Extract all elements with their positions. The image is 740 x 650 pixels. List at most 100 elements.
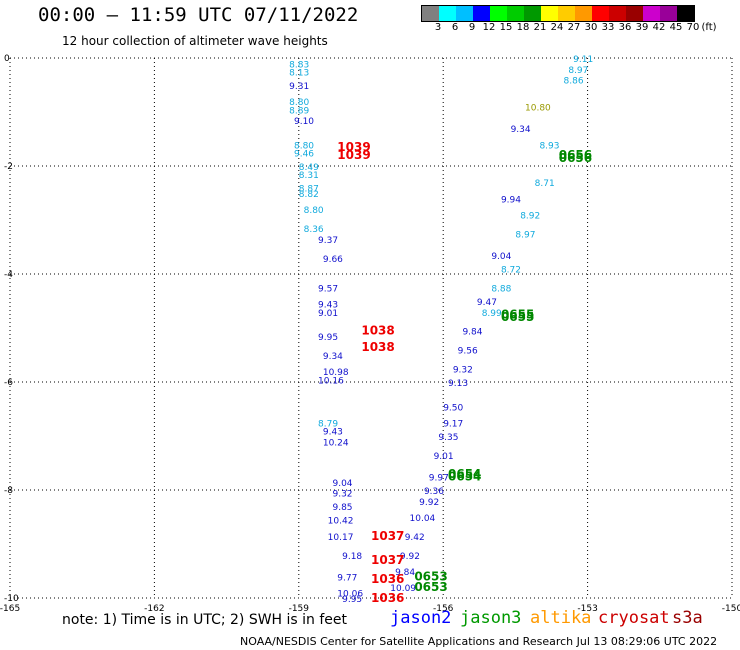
jason2-point: 9.50 (443, 403, 463, 413)
color-scale-tick: 9 (468, 22, 476, 33)
color-scale-unit: (ft) (701, 22, 717, 33)
color-swatch (490, 6, 507, 21)
jason2-point: 9.13 (448, 379, 468, 389)
jason2-point: 9.85 (332, 503, 352, 513)
color-swatch (643, 6, 660, 21)
jason2-point: 9.92 (400, 552, 420, 562)
s3a-point: 8.99 (482, 309, 502, 319)
cryosat-point: 1036 (371, 572, 404, 586)
jason2-point: 9.47 (477, 298, 497, 308)
s3a-point: 8.93 (539, 141, 559, 151)
jason3-point: 0655 (501, 308, 534, 322)
jason2-point: 10.06 (337, 590, 363, 600)
jason2-point: 9.42 (405, 533, 425, 543)
jason2-point: 9.10 (294, 117, 314, 127)
s3a-point: 8.83 (289, 60, 309, 70)
color-swatch (456, 6, 473, 21)
color-swatch (626, 6, 643, 21)
cryosat-point: 1039 (337, 140, 370, 154)
s3a-point: 8.31 (299, 171, 319, 181)
color-scale-tick: 21 (533, 22, 547, 33)
color-scale-tick: 39 (635, 22, 649, 33)
color-swatch (609, 6, 626, 21)
s3a-point: 8.92 (520, 212, 540, 222)
y-tick-label: -6 (4, 378, 13, 388)
color-scale-tick: 12 (482, 22, 496, 33)
jason2-point: 10.17 (328, 533, 354, 543)
color-scale-tick: 36 (618, 22, 632, 33)
color-scale-tick: 70 (686, 22, 700, 33)
s3a-point: 9.46 (294, 150, 314, 160)
color-scale-tick: 18 (516, 22, 530, 33)
jason2-point: 9.95 (318, 333, 338, 343)
color-swatch (541, 6, 558, 21)
y-tick-label: 0 (4, 54, 10, 64)
s3a-point: 8.86 (564, 77, 584, 87)
jason2-point: 9.35 (438, 433, 458, 443)
y-tick-label: -4 (4, 270, 13, 280)
jason2-point: 9.04 (491, 252, 511, 262)
color-swatch (558, 6, 575, 21)
cryosat-point: 1037 (371, 529, 404, 543)
color-swatch (575, 6, 592, 21)
color-scale-tick: 33 (601, 22, 615, 33)
color-swatch (422, 6, 439, 21)
jason2-point: 9.97 (429, 474, 449, 484)
legend-jason3: jason3 (460, 608, 522, 628)
color-swatch (439, 6, 456, 21)
jason3-point: 0656 (559, 148, 592, 162)
cryosat-point: 1037 (371, 553, 404, 567)
y-tick-label: -10 (4, 594, 19, 604)
jason2-point: 10.04 (410, 514, 436, 524)
color-swatch (507, 6, 524, 21)
x-tick-label: -153 (577, 604, 597, 614)
cryosat-point: 1038 (361, 340, 394, 354)
jason2-point: 9.32 (332, 490, 352, 500)
jason2-point: 9.32 (453, 366, 473, 376)
s3a-point: 8.13 (289, 69, 309, 79)
color-scale-tick: 45 (669, 22, 683, 33)
jason3-point: 0654 (448, 470, 481, 484)
color-swatch (524, 6, 541, 21)
color-scale-tick: 27 (567, 22, 581, 33)
s3a-point: 8.80 (294, 141, 314, 151)
jason2-point: 10.09 (390, 584, 416, 594)
color-scale-tick: 15 (499, 22, 513, 33)
s3a-point: 8.36 (304, 225, 324, 235)
color-swatch (473, 6, 490, 21)
jason2-point: 9.84 (395, 568, 415, 578)
color-scale-bar (421, 5, 695, 22)
color-scale-tick: 6 (451, 22, 459, 33)
color-scale-tick: 30 (584, 22, 598, 33)
s3a-point: 9.11 (573, 55, 593, 65)
jason2-point: 9.56 (458, 347, 478, 357)
jason3-point: 0656 (559, 151, 592, 165)
jason3-point: 0653 (414, 580, 447, 594)
cryosat-point: 1036 (371, 591, 404, 605)
y-tick-label: -2 (4, 162, 13, 172)
jason2-point: 9.36 (424, 487, 444, 497)
jason2-point: 9.77 (337, 573, 357, 583)
jason2-point: 9.01 (318, 309, 338, 319)
s3a-point: 8.82 (299, 190, 319, 200)
jason2-point: 9.04 (332, 479, 352, 489)
x-tick-label: -165 (0, 604, 20, 614)
jason2-point: 9.43 (318, 301, 338, 311)
chart-subtitle: 12 hour collection of altimeter wave hei… (62, 34, 328, 48)
x-tick-label: -150 (722, 604, 740, 614)
jason2-point: 9.92 (419, 498, 439, 508)
s3a-point: 8.97 (568, 66, 588, 76)
jason2-point: 9.37 (318, 236, 338, 246)
legend-cryosat: cryosat (598, 608, 670, 628)
jason2-point: 9.01 (434, 452, 454, 462)
s3a-point: 8.79 (318, 420, 338, 430)
color-swatch (677, 6, 694, 21)
chart-title: 00:00 — 11:59 UTC 07/11/2022 (38, 4, 359, 26)
altika-point: 10.80 (525, 104, 551, 114)
jason2-point: 9.84 (462, 328, 482, 338)
s3a-point: 8.72 (501, 266, 521, 276)
s3a-point: 8.87 (299, 185, 319, 195)
jason2-point: 9.57 (318, 285, 338, 295)
jason3-point: 0653 (414, 569, 447, 583)
